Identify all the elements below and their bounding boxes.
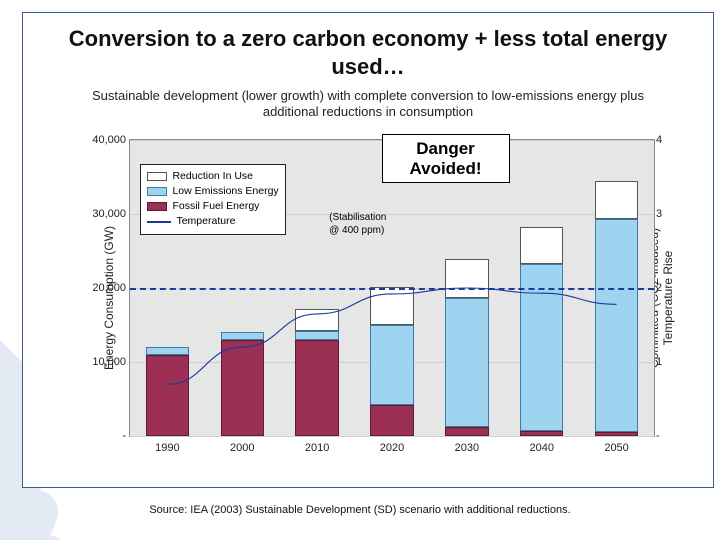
ytick-right: 2 [656,282,676,294]
legend-item: Reduction In Use [147,169,278,184]
chart-subtitle: Sustainable development (lower growth) w… [83,88,653,121]
xtick: 2050 [604,442,628,454]
stabilisation-note: (Stabilisation@ 400 ppm) [329,211,386,237]
ytick-right: 1 [656,356,676,368]
legend-swatch [147,187,167,196]
slide-title: Conversion to a zero carbon economy + le… [43,25,693,80]
xtick: 2020 [380,442,404,454]
source-caption: Source: IEA (2003) Sustainable Developme… [0,504,720,516]
legend-item: Low Emissions Energy [147,184,278,199]
ytick-right: - [656,430,676,442]
callout-line2: Avoided! [409,159,481,178]
xtick: 2040 [529,442,553,454]
xtick: 2030 [455,442,479,454]
ytick-left: 20,000 [86,282,126,294]
danger-avoided-callout: DangerAvoided! [382,134,510,183]
legend-label: Fossil Fuel Energy [172,199,259,214]
legend-label: Temperature [176,214,235,229]
legend-swatch [147,202,167,211]
chart-area: Energy Consumption (GW) Committed (CO2-i… [85,133,683,463]
legend-label: Reduction In Use [172,169,253,184]
ytick-left: 30,000 [86,208,126,220]
y-axis-left-label: Energy Consumption (GW) [102,226,116,370]
legend-item: Fossil Fuel Energy [147,199,278,214]
legend-item: Temperature [147,214,278,229]
slide-frame: Conversion to a zero carbon economy + le… [22,12,714,488]
gridline [130,436,654,437]
plot-region: -10,00020,00030,00040,000-12341990200020… [129,139,655,437]
ytick-right: 4 [656,134,676,146]
ytick-left: 10,000 [86,356,126,368]
ytick-left: 40,000 [86,134,126,146]
legend-label: Low Emissions Energy [172,184,278,199]
ytick-right: 3 [656,208,676,220]
xtick: 2000 [230,442,254,454]
legend: Reduction In UseLow Emissions EnergyFoss… [140,164,285,235]
xtick: 2010 [305,442,329,454]
xtick: 1990 [155,442,179,454]
callout-line1: Danger [416,139,475,158]
ytick-left: - [86,430,126,442]
legend-line-swatch [147,221,171,223]
legend-swatch [147,172,167,181]
